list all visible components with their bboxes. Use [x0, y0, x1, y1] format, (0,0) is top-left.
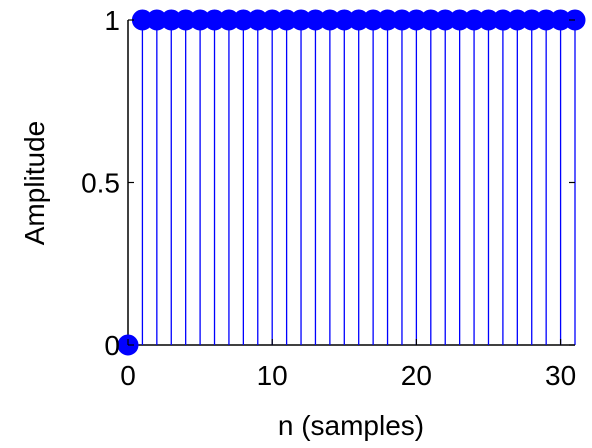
x-tick-label: 30 — [545, 360, 576, 391]
y-tick-label: 1 — [104, 5, 120, 36]
y-tick-label: 0.5 — [81, 168, 120, 199]
x-axis-label: n (samples) — [278, 410, 424, 441]
x-tick-label: 0 — [120, 360, 136, 391]
x-tick-label: 20 — [401, 360, 432, 391]
stem-series — [117, 9, 586, 356]
y-tick-label: 0 — [104, 330, 120, 361]
axes-frame — [127, 20, 575, 346]
y-axis-label: Amplitude — [19, 121, 50, 246]
x-tick-label: 10 — [257, 360, 288, 391]
axis-ticks: 0 10 20 30 0 0.5 1 — [81, 5, 576, 391]
